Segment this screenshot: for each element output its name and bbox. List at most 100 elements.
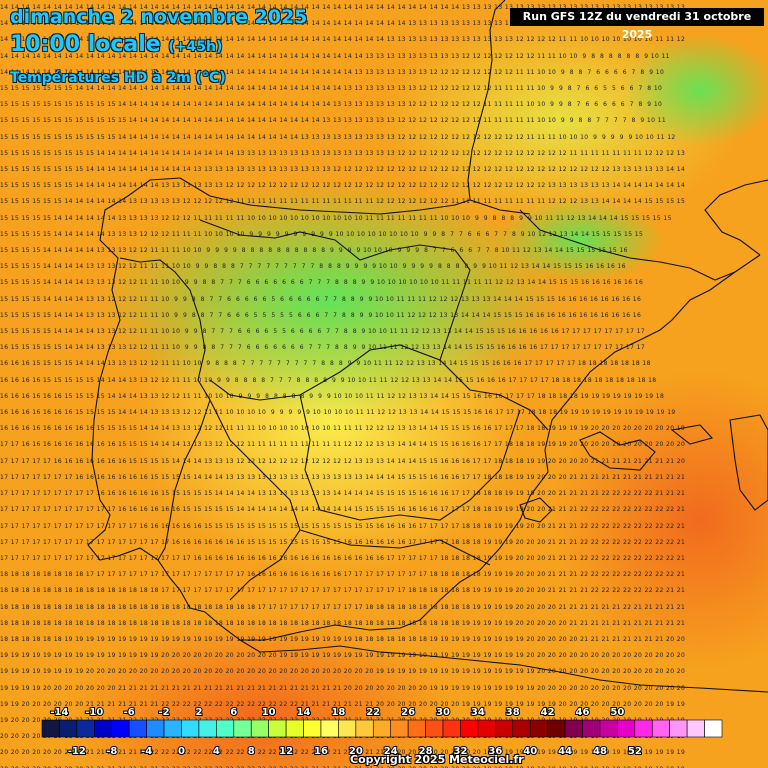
legend-swatch: [442, 719, 461, 738]
legend-swatch: [268, 719, 287, 738]
legend-label: 12: [279, 746, 293, 756]
legend-label: 0: [178, 746, 185, 756]
legend-swatch: [41, 719, 60, 738]
region-border-e: [299, 529, 491, 566]
balearic-islands: [579, 431, 656, 471]
legend-label: 30: [436, 707, 450, 718]
france-mediterranean-coast: [704, 179, 768, 256]
legend-label: 48: [593, 746, 607, 756]
legend-swatch: [477, 719, 496, 738]
forecast-date: dimanche 2 novembre 2025: [10, 6, 308, 28]
legend-swatch: [390, 719, 409, 738]
legend-swatch: [686, 719, 705, 738]
iberia-coastline: [87, 177, 761, 641]
legend-swatch: [669, 719, 688, 738]
legend-label: -10: [85, 707, 103, 718]
legend-label: 26: [401, 707, 415, 718]
region-border-b: [299, 394, 521, 521]
menorca-island: [670, 424, 714, 445]
legend-swatch: [372, 719, 392, 738]
legend-swatch: [94, 719, 113, 738]
legend-label: 22: [366, 707, 380, 718]
legend-swatch: [495, 719, 514, 738]
legend-swatch: [163, 719, 182, 738]
legend-swatch: [233, 719, 252, 738]
legend-swatch: [460, 719, 479, 738]
legend-swatch: [198, 719, 217, 738]
legend-label: 44: [558, 746, 572, 756]
legend-swatch: [547, 719, 566, 738]
legend-swatch: [599, 719, 618, 738]
france-atlantic-coast: [467, 0, 506, 201]
legend-swatch: [303, 719, 322, 738]
legend-swatch: [76, 719, 95, 738]
legend-swatch: [59, 719, 78, 738]
corsica-sardinia: [729, 414, 768, 511]
legend-swatch: [564, 719, 583, 738]
legend-swatch: [634, 719, 653, 738]
legend-label: 4: [213, 746, 220, 756]
legend-swatch: [216, 719, 235, 738]
region-border-d: [439, 359, 549, 431]
legend-swatch: [407, 719, 426, 738]
legend-label: 42: [541, 707, 555, 718]
legend-label: 52: [628, 746, 642, 756]
forecast-time: 10:00 locale (+45h): [10, 32, 222, 57]
legend-swatch: [285, 719, 304, 738]
forecast-time-label: 10:00 locale: [10, 32, 161, 57]
portugal-border: [119, 257, 211, 561]
legend-swatch: [617, 719, 636, 738]
product-title: Températures HD à 2m (°C): [10, 70, 226, 86]
legend-label: -6: [124, 707, 135, 718]
run-info: Run GFS 12Z du vendredi 31 octobre 2025: [510, 8, 764, 41]
region-border-c: [209, 399, 301, 601]
legend-label: 36: [488, 746, 502, 756]
lead-time: (+45h): [168, 39, 223, 55]
legend-label: 50: [610, 707, 624, 718]
legend-label: -12: [68, 746, 86, 756]
legend-swatch: [512, 719, 531, 738]
legend-label: 38: [506, 707, 520, 718]
legend-label: 14: [297, 707, 311, 718]
legend-label: 40: [523, 746, 537, 756]
legend-label: 16: [314, 746, 328, 756]
legend-label: 32: [454, 746, 468, 756]
legend-label: -8: [106, 746, 117, 756]
legend-swatch: [425, 719, 444, 738]
legend-swatch: [582, 719, 601, 738]
legend-label: 2: [195, 707, 202, 718]
legend-swatch: [355, 719, 374, 738]
legend-swatch: [181, 719, 200, 738]
legend-label: 20: [349, 746, 363, 756]
legend-label: -2: [158, 707, 169, 718]
region-border-a: [199, 219, 471, 401]
legend-swatch: [128, 719, 147, 738]
copyright: Copyright 2025 Meteociel.fr: [350, 753, 524, 766]
legend-swatch: [250, 719, 269, 738]
color-legend: -14 -10 -6 -2 2 6 10 14 18 22 26 30 34 38 42 46 50-12 -8-…: [41, 706, 723, 756]
legend-label: 6: [230, 707, 237, 718]
legend-label: 46: [576, 707, 590, 718]
legend-swatch: [320, 719, 339, 738]
legend-label: 34: [471, 707, 485, 718]
ibiza-island: [519, 497, 553, 523]
north-africa-coast: [239, 639, 768, 693]
north-coast: [179, 177, 531, 215]
legend-swatch: [111, 719, 130, 738]
legend-swatch: [704, 719, 723, 738]
legend-label: -14: [50, 707, 68, 718]
legend-label: 24: [384, 746, 398, 756]
legend-swatch: [338, 719, 357, 738]
legend-label: 10: [262, 707, 276, 718]
legend-label: 18: [331, 707, 345, 718]
legend-swatch: [529, 719, 548, 738]
legend-label: 28: [419, 746, 433, 756]
spain-france-border: [519, 209, 736, 281]
legend-label: -4: [141, 746, 152, 756]
legend-swatch: [651, 719, 670, 738]
legend-label: 8: [248, 746, 255, 756]
legend-swatch: [146, 719, 165, 738]
